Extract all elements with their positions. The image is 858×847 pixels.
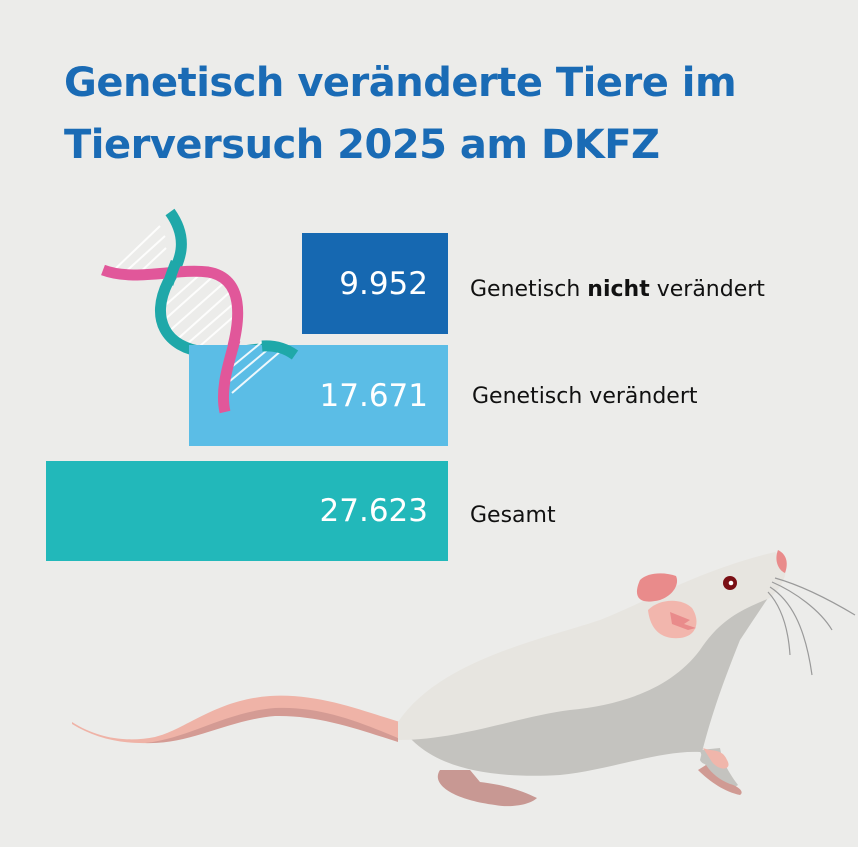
bar-gesamt: 27.623	[46, 461, 448, 561]
label-text: Genetisch	[470, 277, 588, 302]
label-text: Gesamt	[470, 503, 556, 528]
bar-value: 27.623	[319, 493, 428, 529]
page-title: Genetisch veränderte Tiere im Tierversuc…	[64, 52, 737, 176]
bar-value: 9.952	[339, 265, 428, 302]
bar-genetisch-nicht-veraendert: 9.952	[302, 233, 448, 334]
label-text: Genetisch verändert	[472, 384, 698, 409]
bar-label-gesamt: Gesamt	[470, 503, 556, 528]
label-text: verändert	[649, 277, 765, 302]
title-line-2: Tierversuch 2025 am DKFZ	[64, 122, 660, 168]
title-line-1: Genetisch veränderte Tiere im	[64, 60, 737, 106]
bar-value: 17.671	[319, 377, 428, 414]
bar-label-genetisch-veraendert: Genetisch verändert	[472, 384, 698, 409]
bar-genetisch-veraendert: 17.671	[189, 345, 448, 446]
label-emphasis: nicht	[587, 277, 650, 302]
mouse-illustration	[72, 550, 856, 807]
bar-label-genetisch-nicht-veraendert: Genetisch nicht verändert	[470, 277, 765, 302]
